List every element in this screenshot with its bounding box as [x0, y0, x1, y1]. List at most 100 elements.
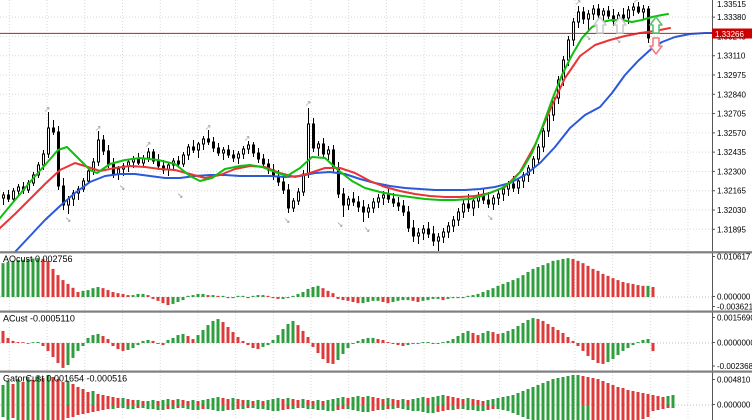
- ao-histogram-bar: [296, 293, 300, 297]
- gator-lower-histogram-bar: [51, 405, 55, 420]
- gator-lower-histogram-bar: [516, 405, 520, 415]
- ao-histogram-bar: [611, 278, 615, 297]
- alligator-lines: [0, 13, 712, 253]
- gator-lower-histogram-bar: [246, 405, 250, 408]
- gator-upper-histogram-bar: [496, 398, 500, 405]
- gator-lower-histogram-bar: [651, 405, 655, 411]
- gator-upper-histogram-bar: [231, 398, 235, 405]
- ao-histogram-bar: [216, 295, 220, 297]
- candle-body: [362, 206, 365, 213]
- ac-histogram-bar: [96, 333, 100, 343]
- candle-body: [517, 180, 520, 189]
- ac-histogram-bar: [101, 336, 105, 343]
- gator-upper-histogram-bar: [91, 391, 95, 405]
- gator-lower-histogram-bar: [496, 405, 500, 409]
- gator-lower-histogram-bar: [6, 405, 10, 420]
- candle-body: [537, 146, 540, 160]
- fractal-down-icon: ↘: [364, 225, 371, 234]
- indicator-axis-label: -0.003621: [717, 303, 752, 312]
- gator-upper-histogram-bar: [571, 375, 575, 405]
- ao-histogram-bar: [76, 292, 80, 297]
- ac-histogram-bar: [476, 335, 480, 343]
- ac-histogram-bar: [591, 343, 595, 360]
- gator-upper-histogram-bar: [251, 401, 255, 405]
- gator-upper-histogram-bar: [341, 397, 345, 405]
- gator-upper-histogram-bar: [351, 397, 355, 405]
- candle-body: [222, 149, 225, 154]
- ao-histogram-bar: [366, 297, 370, 302]
- gator-upper-histogram-bar: [551, 379, 555, 405]
- ao-histogram-bar: [271, 297, 275, 299]
- ac-histogram-bar: [531, 318, 535, 343]
- gator-lower-histogram-bar: [36, 405, 40, 420]
- ao-histogram-bar: [501, 283, 505, 297]
- gator-lower-histogram-bar: [586, 405, 590, 420]
- gator-lower-histogram-bar: [96, 405, 100, 411]
- candle-body: [287, 189, 290, 209]
- gator-upper-histogram-bar: [481, 401, 485, 405]
- gator-upper-histogram-bar: [366, 396, 370, 405]
- gator-lower-histogram-bar: [486, 405, 490, 410]
- ao-histogram-bar: [266, 295, 270, 297]
- price-axis-bg[interactable]: [712, 0, 752, 420]
- ac-histogram-bar: [441, 342, 445, 343]
- gator-upper-histogram-bar: [631, 391, 635, 405]
- candle-body: [427, 228, 430, 235]
- ao-histogram-bar: [586, 265, 590, 297]
- ac-histogram-bar: [66, 343, 70, 366]
- gator-upper-histogram-bar: [186, 401, 190, 405]
- candle-body: [62, 185, 65, 206]
- gator-lower-histogram-bar: [11, 405, 15, 418]
- ac-histogram-bar: [511, 329, 515, 343]
- ac-histogram-bar: [31, 342, 35, 343]
- ao-histogram-bar: [256, 295, 260, 297]
- ac-histogram-bar: [421, 342, 425, 343]
- gator-upper-histogram: [1, 375, 675, 405]
- candle-body: [147, 151, 150, 159]
- indicator-axis-label: 0.0000000: [717, 339, 752, 348]
- panel-separator[interactable]: [0, 370, 752, 373]
- panel-separator[interactable]: [0, 251, 752, 254]
- panel-separators[interactable]: [0, 251, 752, 373]
- gator-upper-histogram-bar: [506, 396, 510, 405]
- price-axis[interactable]: 1.335151.333801.332451.331101.329751.328…: [712, 0, 752, 420]
- candle-body: [512, 183, 515, 189]
- gator-lower-histogram-bar: [236, 405, 240, 409]
- ao-histogram-bar: [536, 267, 540, 297]
- ac-histogram-bar: [266, 343, 270, 346]
- ac-histogram-bar: [386, 342, 390, 343]
- gator-upper-histogram-bar: [596, 379, 600, 405]
- ao-histogram-bar: [251, 295, 255, 297]
- candle-body: [462, 203, 465, 213]
- ao-histogram-bar: [466, 295, 470, 297]
- gator-upper-histogram-bar: [246, 400, 250, 405]
- ao-histogram-bar: [341, 297, 345, 301]
- signal-arrows: [593, 16, 663, 55]
- ac-histogram-bar: [341, 343, 345, 354]
- ao-histogram-bar: [306, 288, 310, 297]
- indicator-axis-label: 0.000000: [717, 401, 751, 410]
- ao-histogram-bar: [231, 297, 235, 299]
- ao-histogram-bar: [416, 297, 420, 302]
- ao-histogram-bar: [326, 290, 330, 297]
- panel-separator[interactable]: [0, 310, 752, 313]
- gator-upper-histogram-bar: [541, 383, 545, 405]
- gator-upper-histogram-bar: [371, 397, 375, 405]
- gator-upper-histogram-bar: [131, 400, 135, 405]
- ac-histogram-bar: [611, 343, 615, 360]
- ao-histogram-bar: [281, 297, 285, 299]
- ao-histogram-bar: [316, 285, 320, 297]
- ac-histogram-bar: [301, 330, 305, 343]
- ac-histogram-bar: [331, 343, 335, 364]
- ao-histogram-bar: [516, 278, 520, 297]
- ac-histogram-bar: [141, 340, 145, 343]
- ao-histogram-bar: [111, 292, 115, 297]
- gator-upper-histogram-bar: [501, 397, 505, 405]
- price-axis-label: 1.32570: [717, 129, 746, 138]
- signal-arrow-up-icon: [593, 16, 607, 34]
- gator-lower-histogram-bar: [611, 405, 615, 420]
- ac-histogram-bar: [241, 340, 245, 343]
- gator-upper-histogram-bar: [331, 399, 335, 405]
